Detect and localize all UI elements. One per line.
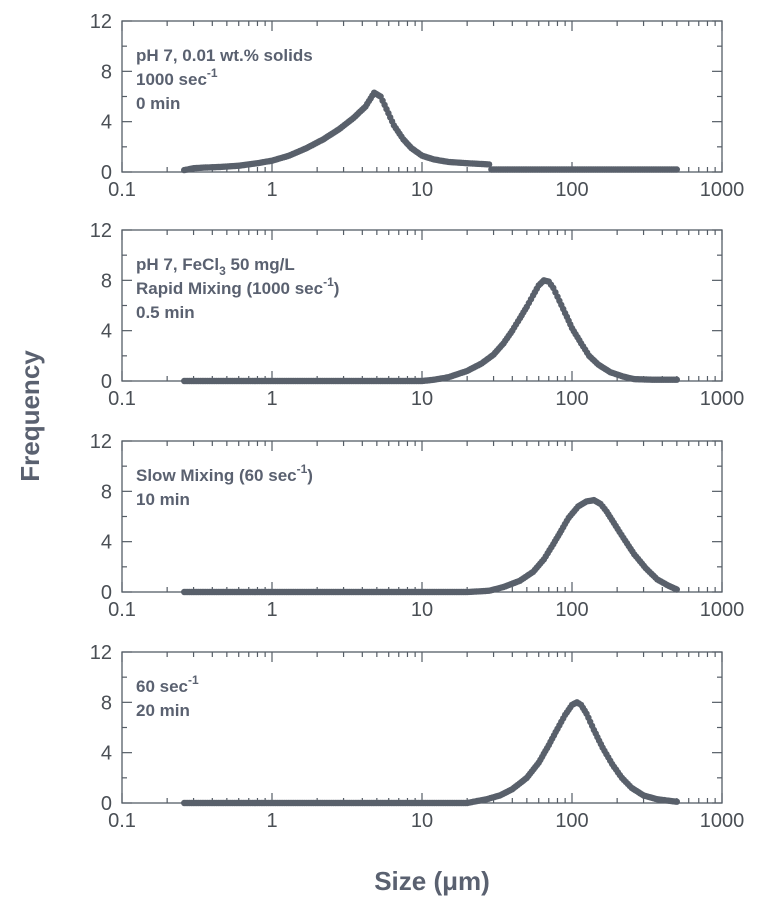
panel-annotation-line: 20 min xyxy=(136,701,190,720)
annotation-text: Rapid Mixing (1000 sec xyxy=(136,279,323,298)
data-point xyxy=(673,586,680,593)
data-point xyxy=(673,376,680,383)
plot-frame xyxy=(121,440,723,593)
x-tick-label: 10 xyxy=(411,599,433,621)
annotation-superscript: -1 xyxy=(323,275,334,289)
panel-annotation-line: 60 sec-1 xyxy=(136,673,199,696)
x-tick-label: 100 xyxy=(555,599,588,621)
x-tick-label: 100 xyxy=(555,388,588,410)
y-axis-label: Frequency xyxy=(15,350,45,482)
data-point xyxy=(673,798,680,805)
x-tick-label: 100 xyxy=(555,810,588,832)
annotation-text: 0 min xyxy=(136,94,180,113)
annotation-text: ) xyxy=(307,466,313,485)
panel-annotation-line: Slow Mixing (60 sec-1) xyxy=(136,462,313,485)
annotation-text: Slow Mixing (60 sec xyxy=(136,466,297,485)
annotation-text: 20 min xyxy=(136,701,190,720)
y-tick-label: 0 xyxy=(101,793,112,815)
y-tick-label: 12 xyxy=(90,11,112,33)
y-tick-label: 0 xyxy=(101,371,112,393)
annotation-text: pH 7, FeCl xyxy=(136,255,219,274)
panel-annotation-line: 1000 sec-1 xyxy=(136,66,218,89)
annotation-text: 10 min xyxy=(136,490,190,509)
x-tick-label: 10 xyxy=(411,810,433,832)
x-tick-label: 1000 xyxy=(700,179,745,201)
y-tick-label: 12 xyxy=(90,642,112,664)
plot-frame xyxy=(121,20,723,173)
x-tick-label: 1 xyxy=(266,599,277,621)
annotation-text: pH 7, 0.01 wt.% solids xyxy=(136,46,313,65)
y-tick-label: 4 xyxy=(101,532,112,554)
y-tick-label: 4 xyxy=(101,112,112,134)
x-tick-label: 1000 xyxy=(700,810,745,832)
x-tick-label: 0.1 xyxy=(108,179,136,201)
panel-annotation-line: 10 min xyxy=(136,490,190,509)
y-tick-label: 12 xyxy=(90,220,112,242)
y-tick-label: 0 xyxy=(101,582,112,604)
x-axis-label: Size (μm) xyxy=(374,866,490,896)
x-tick-label: 1 xyxy=(266,179,277,201)
data-point xyxy=(673,166,680,173)
y-tick-label: 4 xyxy=(101,743,112,765)
x-tick-label: 0.1 xyxy=(108,599,136,621)
panel-annotation-line: 0.5 min xyxy=(136,303,195,322)
x-tick-label: 1000 xyxy=(700,388,745,410)
x-tick-label: 1000 xyxy=(700,599,745,621)
chart-panel-1: 0.1 1 10 100 1000 0 4 8 12 pH 7, 0.01 wt.% solids… xyxy=(90,11,745,201)
y-tick-label: 12 xyxy=(90,431,112,453)
annotation-text: 1000 sec xyxy=(136,70,207,89)
annotation-superscript: -1 xyxy=(207,66,218,80)
x-tick-label: 1 xyxy=(266,388,277,410)
x-tick-label: 0.1 xyxy=(108,388,136,410)
data-point xyxy=(485,161,493,168)
chart-panel-3: 0.1 1 10 100 1000 0 4 8 12 Slow Mixing (60 sec-1)… xyxy=(90,431,745,621)
annotation-superscript: -1 xyxy=(188,673,199,687)
y-tick-label: 8 xyxy=(101,61,112,83)
panel-annotation-line: pH 7, FeCl3 50 mg/L xyxy=(136,255,295,278)
panel-annotation-line: Rapid Mixing (1000 sec-1) xyxy=(136,275,339,298)
annotation-text: 50 mg/L xyxy=(226,255,295,274)
y-tick-label: 8 xyxy=(101,692,112,714)
annotation-subscript: 3 xyxy=(219,264,226,278)
panel-annotation-line: 0 min xyxy=(136,94,180,113)
y-tick-label: 8 xyxy=(101,270,112,292)
x-tick-label: 10 xyxy=(411,179,433,201)
plot-frame xyxy=(121,229,723,382)
x-tick-label: 10 xyxy=(411,388,433,410)
annotation-text: 0.5 min xyxy=(136,303,195,322)
y-tick-label: 4 xyxy=(101,321,112,343)
annotation-text: 60 sec xyxy=(136,677,188,696)
plot-frame xyxy=(121,651,723,804)
chart-panel-4: 0.1 1 10 100 1000 0 4 8 12 60 sec-1 20 min xyxy=(90,642,745,832)
panel-annotation-line: pH 7, 0.01 wt.% solids xyxy=(136,46,313,65)
annotation-superscript: -1 xyxy=(297,462,308,476)
x-tick-label: 0.1 xyxy=(108,810,136,832)
x-tick-label: 100 xyxy=(555,179,588,201)
y-tick-label: 8 xyxy=(101,481,112,503)
y-tick-label: 0 xyxy=(101,162,112,184)
x-tick-label: 1 xyxy=(266,810,277,832)
annotation-text: ) xyxy=(334,279,340,298)
